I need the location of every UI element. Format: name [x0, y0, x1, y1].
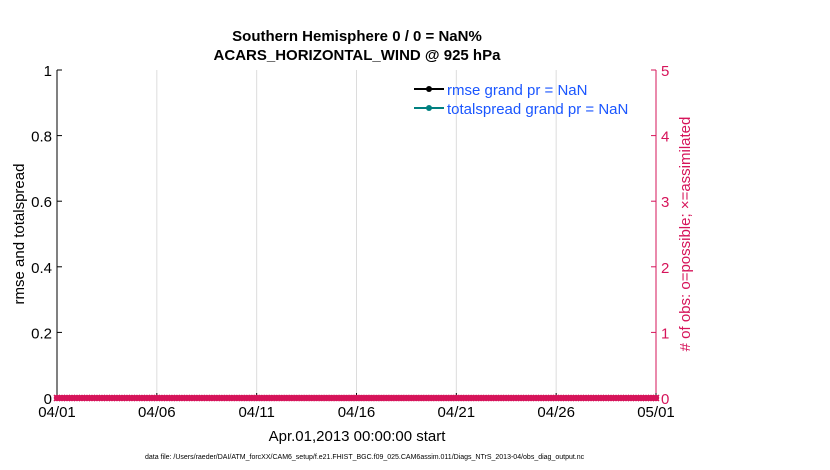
x-tick-label: 04/01: [38, 404, 76, 421]
footer-data-file: data file: /Users/raeder/DAI/ATM_forcXX/…: [145, 454, 585, 461]
y-axis-label-left: rmse and totalspread: [11, 164, 28, 305]
legend-marker-rmse: [426, 86, 432, 92]
y-tick-label-left: 1: [44, 63, 52, 80]
y-tick-label-right: 4: [661, 129, 669, 146]
x-tick-label: 04/16: [338, 404, 376, 421]
y-tick-label-right: 0: [661, 391, 669, 408]
legend-label-rmse: rmse grand pr = NaN: [447, 82, 587, 99]
legend: rmse grand pr = NaN totalspread grand pr…: [414, 82, 628, 118]
x-tick-label: 05/01: [637, 404, 675, 421]
y-tick-label-left: 0.2: [31, 325, 52, 342]
y-tick-label-left: 0.8: [31, 129, 52, 146]
y-tick-label-right: 3: [661, 194, 669, 211]
y-tick-label-left: 0: [44, 391, 52, 408]
x-tick-label: 04/11: [238, 404, 274, 421]
y-tick-label-left: 0.4: [31, 260, 52, 277]
legend-marker-totalspread: [426, 105, 432, 111]
legend-label-totalspread: totalspread grand pr = NaN: [447, 101, 628, 118]
x-tick-label: 04/26: [537, 404, 575, 421]
x-tick-label: 04/06: [138, 404, 176, 421]
y-tick-label-right: 5: [661, 63, 669, 80]
x-tick-label: 04/21: [438, 404, 476, 421]
chart-title-line1: Southern Hemisphere 0 / 0 = NaN%: [232, 28, 482, 45]
y-tick-label-right: 1: [661, 325, 669, 342]
y-tick-label-left: 0.6: [31, 194, 52, 211]
obs-assimilated-marker: [652, 394, 660, 402]
x-axis-label: Apr.01,2013 00:00:00 start: [269, 428, 447, 445]
y-tick-label-right: 2: [661, 260, 669, 277]
y-axis-label-right: # of obs: o=possible; ×=assimilated: [677, 117, 694, 352]
chart-title-line2: ACARS_HORIZONTAL_WIND @ 925 hPa: [214, 47, 502, 64]
